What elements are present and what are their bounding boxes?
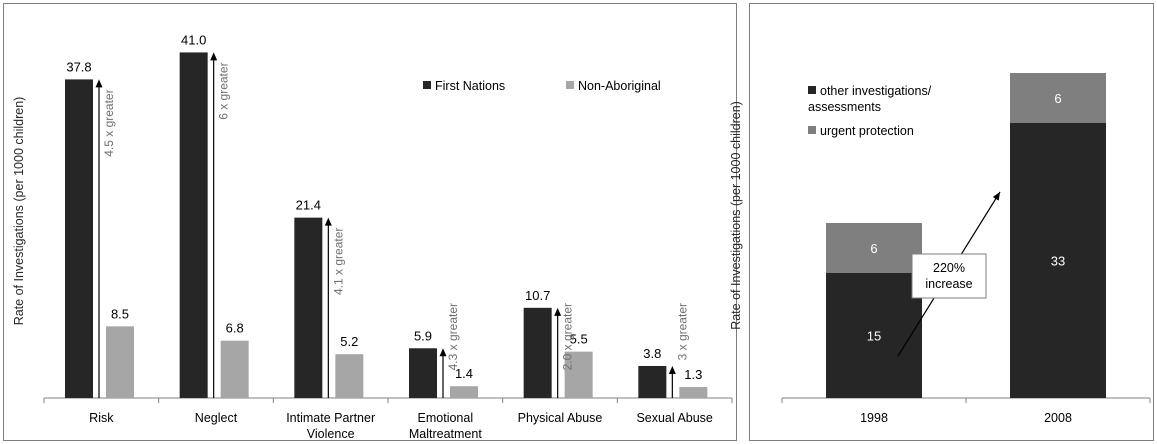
bar-first-nations [179, 52, 208, 399]
data-label-non-aboriginal: 5.5 [570, 332, 588, 347]
category-label: Emotional [418, 411, 474, 425]
increase-annotation-box [911, 253, 987, 299]
ratio-arrow-head [210, 52, 218, 61]
bar-non-aboriginal [679, 387, 708, 398]
left-chart-panel: Rate of Investigations (per 1000 childre… [3, 3, 737, 441]
data-label-non-aboriginal: 1.3 [684, 367, 702, 382]
ratio-arrow-head [95, 79, 103, 88]
stacked-bar-urgent-protection [826, 223, 922, 273]
increase-arrow-head [992, 192, 1000, 201]
ratio-annotation: 4.1 x greater [331, 228, 345, 295]
ratio-annotation: 4.3 x greater [446, 303, 460, 370]
legend-swatch-non-aboriginal [566, 81, 574, 89]
segment-label-urgent: 6 [1054, 91, 1061, 106]
investigation-rates-by-year-chart: Rate of Investigations (per 1000 childre… [729, 73, 1151, 425]
segment-label-other: 15 [867, 329, 881, 344]
category-label: 1998 [860, 411, 888, 425]
increase-annotation-text: increase [925, 277, 972, 291]
bar-first-nations [65, 79, 93, 399]
ratio-arrow-head [439, 348, 447, 357]
category-label: 2008 [1044, 411, 1072, 425]
data-label-first-nations: 10.7 [525, 288, 550, 303]
bar-first-nations [294, 217, 323, 398]
data-label-first-nations: 37.8 [66, 59, 91, 74]
y-axis-title: Rate of Investigations (per 1000 childre… [729, 101, 743, 330]
data-label-non-aboriginal: 5.2 [340, 334, 358, 349]
ratio-annotation: 6 x greater [217, 62, 231, 119]
ratio-annotation: 4.5 x greater [102, 89, 116, 156]
category-label: Physical Abuse [518, 411, 603, 425]
category-label: Violence [307, 427, 355, 441]
stacked-bar-other-investigations [826, 273, 922, 398]
ratio-arrow-head [324, 217, 332, 226]
legend-label-first-nations: First Nations [435, 79, 505, 93]
data-label-first-nations: 5.9 [414, 328, 432, 343]
segment-label-urgent: 6 [870, 241, 877, 256]
data-label-non-aboriginal: 6.8 [226, 321, 244, 336]
bar-non-aboriginal [450, 386, 478, 398]
legend-swatch-urgent-protection [808, 126, 816, 134]
ratio-arrow-head [668, 365, 676, 374]
bar-first-nations [523, 307, 552, 398]
data-label-first-nations: 3.8 [643, 346, 661, 361]
bar-non-aboriginal [564, 351, 593, 398]
data-label-non-aboriginal: 1.4 [455, 366, 473, 381]
legend-swatch-other-investigations [808, 86, 816, 94]
data-label-first-nations: 21.4 [296, 198, 321, 213]
data-label-first-nations: 41.0 [181, 32, 206, 47]
stacked-bar-urgent-protection [1010, 73, 1106, 123]
bar-non-aboriginal [220, 340, 249, 398]
bar-first-nations [638, 365, 667, 398]
data-label-non-aboriginal: 8.5 [111, 306, 129, 321]
bar-non-aboriginal [335, 354, 364, 398]
ratio-annotation: 2.0 x greater [561, 303, 575, 370]
bar-non-aboriginal [106, 326, 134, 398]
increase-annotation-text: 220% [933, 261, 965, 275]
legend-label-other-investigations: other investigations/ [820, 84, 932, 98]
category-label: Risk [89, 411, 114, 425]
category-label: Sexual Abuse [636, 411, 712, 425]
ratio-annotation: 3 x greater [675, 303, 689, 360]
category-label: Neglect [195, 411, 238, 425]
legend-label-other-investigations: assessments [808, 100, 881, 114]
category-label: Maltreatment [409, 427, 482, 441]
bar-first-nations [409, 348, 437, 398]
segment-label-other: 33 [1051, 254, 1065, 269]
legend-swatch-first-nations [423, 81, 431, 89]
right-chart-panel: Rate of Investigations (per 1000 childre… [729, 3, 1154, 441]
legend-label-non-aboriginal: Non-Aboriginal [578, 79, 661, 93]
stacked-bar-other-investigations [1010, 123, 1106, 398]
investigation-rates-by-type-chart: Rate of Investigations (per 1000 childre… [12, 32, 733, 441]
legend-label-urgent-protection: urgent protection [820, 124, 914, 138]
ratio-arrow-head [554, 307, 562, 316]
y-axis-title: Rate of Investigations (per 1000 childre… [12, 97, 26, 326]
category-label: Intimate Partner [286, 411, 375, 425]
